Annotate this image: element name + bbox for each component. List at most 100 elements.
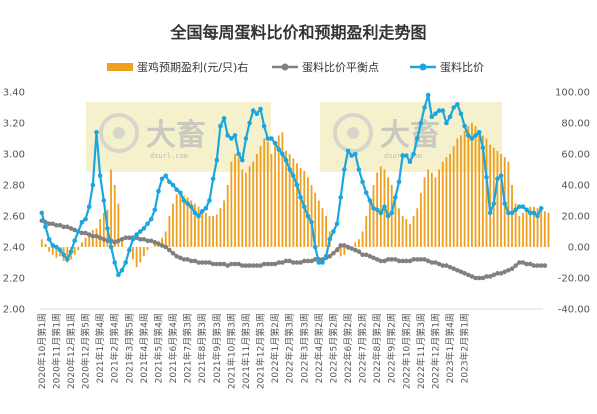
breakeven-point: [447, 264, 453, 270]
x-tick-label: 2022年9月第2周: [386, 313, 398, 383]
x-tick-label: 2021年8月第3周: [196, 313, 208, 383]
profit-bar: [314, 192, 317, 247]
profit-bar: [471, 123, 473, 247]
profit-bar: [146, 247, 149, 251]
x-tick-label: 2021年1月第4周: [94, 313, 106, 383]
ratio-point: [312, 244, 318, 250]
ratio-point: [39, 210, 45, 216]
ratio-point: [455, 102, 460, 107]
ratio-point: [451, 105, 457, 110]
x-tick-label: 2020年12月第5周: [80, 313, 92, 389]
ratio-point: [513, 207, 518, 213]
breakeven-point: [145, 238, 150, 244]
profit-bar: [394, 197, 397, 247]
breakeven-point: [440, 263, 446, 268]
profit-bar: [467, 126, 470, 247]
ratio-point: [342, 167, 347, 172]
ratio-point: [331, 229, 336, 234]
profit-bar: [317, 200, 320, 247]
profit-bar: [81, 242, 83, 247]
ratio-point: [484, 174, 489, 180]
profit-bar: [532, 206, 535, 247]
ratio-point: [163, 173, 169, 178]
ratio-point: [159, 176, 165, 182]
breakeven-point: [371, 255, 376, 261]
profit-bar: [463, 130, 466, 247]
legend-swatch-profit: [107, 63, 133, 71]
breakeven-point: [338, 243, 344, 248]
breakeven-point: [382, 258, 387, 264]
breakeven-point: [513, 263, 518, 268]
profit-bar: [438, 169, 441, 247]
breakeven-point: [127, 235, 132, 240]
breakeven-point: [79, 230, 85, 236]
profit-bar: [102, 212, 105, 247]
ratio-point: [269, 136, 274, 141]
breakeven-point: [491, 272, 497, 278]
profit-bar: [201, 209, 204, 247]
breakeven-point: [229, 261, 234, 267]
y-left-tick-label: 3.20: [3, 119, 25, 130]
ratio-point: [367, 198, 373, 203]
profit-bar: [164, 231, 167, 247]
breakeven-point: [141, 236, 147, 242]
profit-bar: [194, 203, 196, 247]
ratio-point: [236, 151, 241, 157]
ratio-point: [447, 114, 453, 120]
ratio-point: [291, 173, 296, 178]
breakeven-point: [94, 233, 99, 239]
profit-bar: [259, 146, 262, 247]
profit-bar: [387, 177, 389, 247]
profit-bar: [212, 216, 215, 247]
breakeven-point: [156, 241, 161, 247]
breakeven-point: [192, 258, 198, 264]
breakeven-point: [170, 250, 176, 256]
breakeven-point: [360, 252, 365, 258]
profit-bar: [139, 247, 142, 263]
ratio-point: [400, 153, 405, 158]
breakeven-point: [276, 260, 282, 265]
ratio-point: [181, 198, 187, 203]
ratio-point: [167, 179, 172, 185]
breakeven-point: [97, 235, 103, 240]
ratio-point: [61, 252, 66, 258]
x-tick-label: 2023年1月第4周: [444, 313, 456, 383]
breakeven-point: [61, 224, 66, 230]
ratio-point: [112, 260, 118, 265]
breakeven-point: [520, 260, 526, 265]
x-axis: 2020年10月第1周 2020年11月第1周 2020年12月第1周 2020年12…: [36, 308, 543, 389]
breakeven-point: [393, 257, 398, 262]
profit-bar: [434, 177, 437, 247]
profit-bar: [485, 138, 488, 247]
breakeven-point: [455, 267, 460, 273]
profit-bar: [142, 247, 145, 257]
breakeven-point: [429, 260, 435, 265]
profit-bar: [379, 166, 382, 247]
profit-bar: [234, 154, 236, 247]
profit-bar: [540, 209, 543, 247]
ratio-point: [462, 123, 467, 129]
breakeven-point: [527, 261, 533, 267]
ratio-point: [188, 204, 194, 209]
breakeven-point: [57, 223, 63, 228]
breakeven-point: [458, 269, 464, 275]
y-left-tick-label: 3.40: [3, 88, 25, 99]
ratio-point: [94, 130, 99, 135]
profit-bar: [179, 191, 182, 247]
ratio-point: [79, 219, 85, 225]
ratio-point: [352, 151, 358, 157]
x-tick-label: 2021年3月第5周: [123, 313, 135, 383]
ratio-point: [170, 182, 176, 188]
ratio-point: [345, 148, 351, 154]
ratio-point: [221, 116, 227, 121]
ratio-point: [130, 236, 136, 242]
watermark-right-brand: 大畜: [380, 118, 440, 153]
y-right-tick-label: -40.00: [558, 305, 590, 316]
profit-bar: [306, 177, 309, 247]
profit-bar: [204, 212, 207, 247]
profit-bar: [536, 208, 539, 247]
breakeven-point: [83, 230, 88, 236]
breakeven-point: [396, 258, 402, 264]
ratio-point: [385, 213, 391, 219]
breakeven-point: [524, 261, 529, 267]
